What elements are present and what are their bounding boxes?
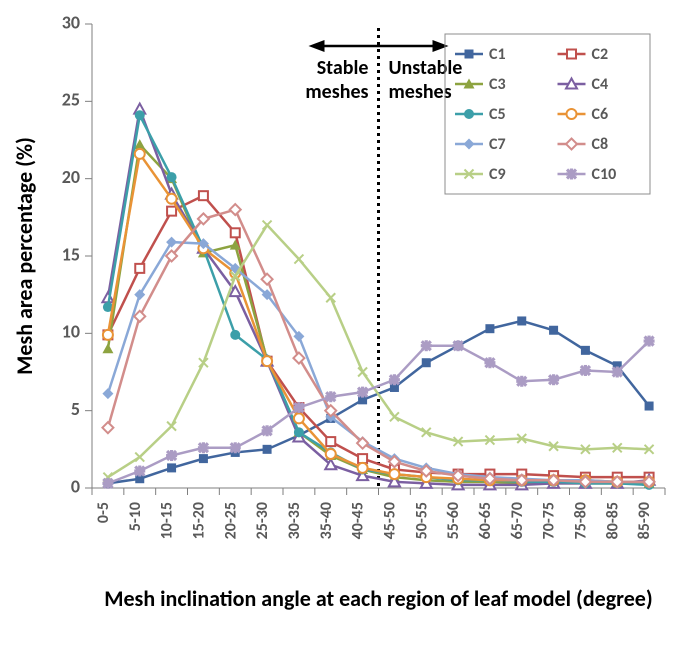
svg-text:35-40: 35-40	[317, 502, 336, 539]
svg-text:meshes: meshes	[305, 80, 368, 104]
line-chart: 0 5 10 15 20 25 30 0-5 5-10 10-15 15-20 20-25 25-30 3…	[0, 0, 685, 653]
svg-text:0-5: 0-5	[94, 502, 113, 523]
svg-text:10-15: 10-15	[158, 502, 177, 539]
svg-text:30: 30	[62, 11, 80, 33]
svg-text:Stable: Stable	[317, 56, 369, 80]
svg-text:C7: C7	[489, 135, 506, 154]
svg-text:30-35: 30-35	[285, 502, 304, 539]
svg-text:C5: C5	[489, 105, 506, 124]
svg-text:Mesh inclination angle at each: Mesh inclination angle at each region of…	[104, 585, 653, 612]
svg-text:50-55: 50-55	[412, 502, 431, 539]
svg-text:C4: C4	[592, 75, 609, 94]
svg-text:60-65: 60-65	[476, 502, 495, 539]
chart-container: 0 5 10 15 20 25 30 0-5 5-10 10-15 15-20 20-25 25-30 3…	[0, 0, 685, 653]
svg-text:20: 20	[62, 166, 80, 188]
svg-text:C10: C10	[592, 165, 617, 184]
svg-text:85-90: 85-90	[635, 502, 654, 539]
svg-text:C8: C8	[592, 135, 609, 154]
svg-text:40-45: 40-45	[349, 502, 368, 539]
legend: C1 C2 C3 C4 C5 C6 C7 C8 C9 C10	[445, 34, 650, 194]
svg-text:25-30: 25-30	[253, 502, 272, 539]
svg-text:5-10: 5-10	[126, 502, 145, 531]
svg-text:5: 5	[71, 398, 80, 420]
svg-text:C1: C1	[489, 45, 506, 64]
svg-text:20-25: 20-25	[221, 502, 240, 539]
svg-text:80-85: 80-85	[603, 502, 622, 539]
svg-text:Mesh area percentage (%): Mesh area percentage (%)	[11, 137, 38, 375]
svg-text:55-60: 55-60	[444, 502, 463, 539]
svg-text:C6: C6	[592, 105, 609, 124]
svg-text:C9: C9	[489, 165, 506, 184]
svg-text:Unstable: Unstable	[389, 56, 463, 80]
svg-text:70-75: 70-75	[540, 502, 559, 539]
svg-text:65-70: 65-70	[508, 502, 527, 539]
svg-text:45-50: 45-50	[380, 502, 399, 539]
svg-text:75-80: 75-80	[571, 502, 590, 539]
svg-text:0: 0	[71, 475, 80, 497]
series-C5	[103, 110, 654, 490]
svg-text:15-20: 15-20	[189, 502, 208, 539]
svg-text:10: 10	[62, 321, 80, 343]
svg-text:15: 15	[62, 243, 80, 265]
svg-text:C3: C3	[489, 75, 506, 94]
svg-text:C2: C2	[592, 45, 609, 64]
svg-text:meshes: meshes	[389, 80, 452, 104]
svg-text:25: 25	[62, 89, 80, 111]
